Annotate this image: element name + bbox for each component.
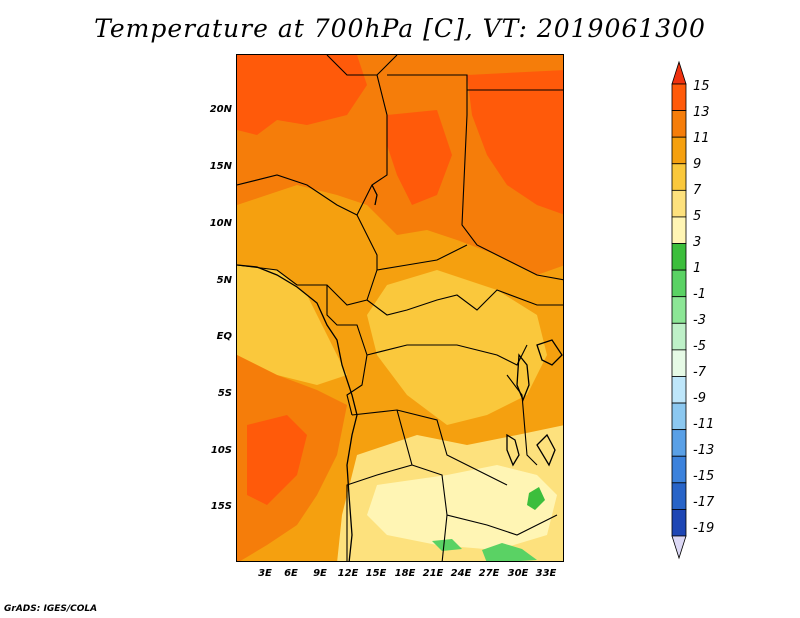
lon-label: 21E [422, 568, 444, 579]
legend-swatch-bottom [671, 535, 687, 560]
legend-label: 7 [693, 183, 702, 198]
map-field-green-small [432, 539, 462, 551]
lon-label: 6E [284, 568, 298, 579]
legend-swatch [671, 216, 687, 244]
color-legend [660, 60, 700, 560]
lat-label: 20N [209, 104, 232, 115]
legend-swatch [671, 509, 687, 537]
lon-label: 33E [535, 568, 557, 579]
legend-label: 15 [693, 79, 710, 94]
legend-label: -1 [693, 287, 706, 302]
legend-swatch [671, 296, 687, 324]
lon-label: 30E [507, 568, 529, 579]
legend-label: -9 [693, 391, 706, 406]
lon-label: 18E [394, 568, 416, 579]
map-field-hottest-center [387, 110, 452, 205]
legend-swatch [671, 455, 687, 484]
legend-label: 3 [693, 235, 702, 250]
legend-label: -19 [693, 521, 715, 536]
lat-label: 5N [216, 275, 232, 286]
legend-swatch [671, 376, 687, 404]
lat-label: 10N [209, 218, 232, 229]
legend-label: -5 [693, 339, 706, 354]
legend-label: -7 [693, 365, 706, 380]
map-field-mild-west [237, 265, 347, 385]
map-field-hottest-northeast [467, 70, 563, 215]
coastlines [237, 184, 563, 561]
lat-label: EQ [216, 331, 232, 342]
map-field-hottest-northwest [237, 55, 367, 135]
lon-label: 15E [365, 568, 387, 579]
temperature-map [236, 54, 564, 562]
map-field-hot-southwest [247, 415, 307, 505]
map-field-cold-south [367, 465, 557, 550]
legend-swatch [671, 349, 687, 377]
map-field-green-south [482, 543, 537, 561]
legend-label: 5 [693, 209, 702, 224]
lon-label: 3E [258, 568, 272, 579]
legend-swatch [671, 110, 687, 138]
legend-swatch [671, 189, 687, 218]
legend-swatch [671, 136, 687, 165]
lat-label: 15S [210, 501, 232, 512]
legend-swatch [671, 322, 687, 351]
map-canvas [237, 55, 563, 561]
legend-bar [671, 60, 687, 560]
lat-label: 10S [210, 445, 232, 456]
legend-swatch [671, 163, 687, 191]
legend-label: 1 [693, 261, 702, 276]
legend-label: -15 [693, 469, 715, 484]
legend-swatch [671, 83, 687, 111]
legend-label: -17 [693, 495, 715, 510]
legend-swatch-top [671, 60, 687, 85]
lon-label: 27E [478, 568, 500, 579]
country-borders [237, 55, 563, 561]
legend-label: 11 [693, 131, 710, 146]
lat-label: 5S [217, 388, 232, 399]
lon-label: 9E [313, 568, 327, 579]
legend-swatch [671, 402, 687, 431]
map-field-green-southeast [527, 487, 545, 510]
legend-swatch [671, 243, 687, 271]
legend-label: 13 [693, 105, 710, 120]
legend-swatch [671, 429, 687, 457]
lat-label: 15N [209, 161, 232, 172]
legend-label: 9 [693, 157, 702, 172]
lon-label: 12E [337, 568, 359, 579]
legend-swatch [671, 482, 687, 510]
lon-label: 24E [450, 568, 472, 579]
footer-credit: GrADS: IGES/COLA [4, 604, 98, 614]
legend-label: -11 [693, 417, 715, 432]
chart-title: Temperature at 700hPa [C], VT: 201906130… [94, 14, 706, 43]
legend-label: -13 [693, 443, 715, 458]
legend-swatch [671, 269, 687, 298]
legend-label: -3 [693, 313, 706, 328]
